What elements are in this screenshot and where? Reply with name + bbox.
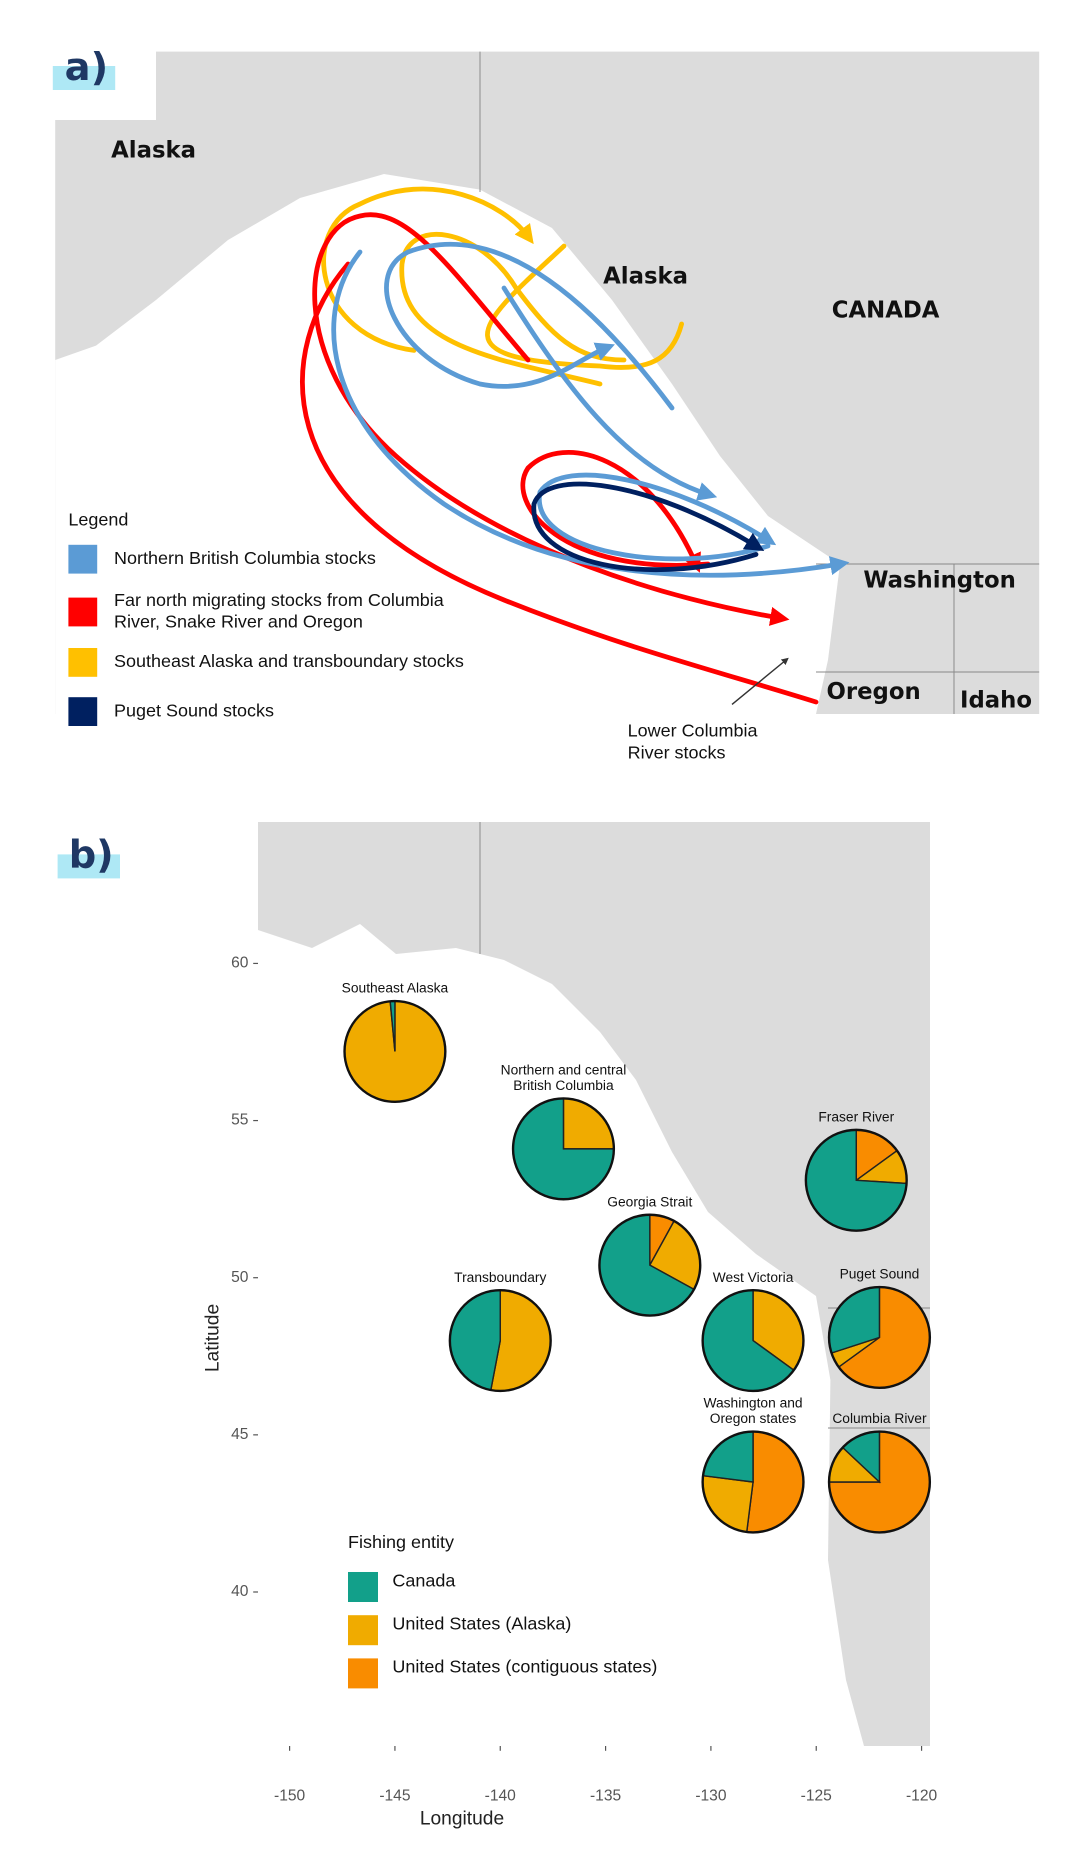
x-tick-label: -135: [590, 1788, 622, 1805]
place-label: Alaska: [111, 138, 196, 164]
pie-label: Columbia River: [832, 1411, 927, 1426]
pie-outline: [804, 1128, 908, 1232]
pie-outline: [701, 1430, 805, 1534]
legend-swatch: [348, 1615, 379, 1646]
pie-label: Transboundary: [454, 1270, 546, 1285]
legend-label: Canada: [392, 1570, 455, 1590]
pie-outline: [343, 999, 447, 1104]
annotation: River stocks: [628, 742, 726, 762]
x-tick-label: -130: [695, 1788, 727, 1805]
y-tick-label: 50: [231, 1269, 249, 1286]
legend-title: Legend: [68, 510, 128, 530]
x-tick-label: -120: [906, 1788, 938, 1805]
pie-label: Puget Sound: [840, 1267, 920, 1282]
place-label: Alaska: [603, 264, 688, 290]
pie-label: British Columbia: [513, 1078, 614, 1093]
pie-outline: [701, 1288, 805, 1393]
annotation: Lower Columbia: [628, 721, 758, 741]
legend-label: Far north migrating stocks from Columbia: [114, 590, 444, 610]
panel-label: b): [69, 832, 114, 877]
x-tick-label: -145: [379, 1788, 411, 1805]
x-tick-label: -125: [801, 1788, 833, 1805]
pie-label: Northern and central: [501, 1062, 627, 1077]
y-tick-label: 40: [231, 1583, 249, 1600]
place-label: CANADA: [832, 297, 940, 323]
pie-label: Southeast Alaska: [342, 981, 449, 996]
legend-swatch: [68, 647, 98, 677]
pie-label: Georgia Strait: [607, 1194, 692, 1209]
place-label: Idaho: [960, 687, 1032, 713]
legend-title: Fishing entity: [348, 1532, 454, 1552]
x-tick-label: -150: [274, 1788, 306, 1805]
place-label: Oregon: [826, 679, 920, 705]
legend-label: Puget Sound stocks: [114, 700, 274, 720]
legend-swatch: [68, 597, 98, 627]
y-tick-label: 55: [231, 1112, 249, 1129]
pie-outline: [511, 1097, 616, 1201]
legend-swatch: [68, 697, 98, 726]
pie-outline: [827, 1285, 932, 1390]
x-axis-label: Longitude: [420, 1808, 504, 1829]
y-axis-label: Latitude: [203, 1304, 224, 1372]
pie-label: West Victoria: [713, 1270, 794, 1285]
panel-label: a): [65, 45, 108, 90]
legend-swatch: [68, 544, 98, 574]
legend-label: Southeast Alaska and transboundary stock…: [114, 651, 464, 671]
map-a: a): [0, 0, 1040, 714]
pie-outline: [827, 1430, 932, 1534]
pie-outline: [448, 1288, 552, 1393]
y-tick-label: 60: [231, 955, 249, 972]
legend-label: United States (Alaska): [392, 1614, 571, 1634]
legend-swatch: [348, 1571, 379, 1602]
place-label: Washington: [863, 567, 1016, 593]
legend-swatch: [348, 1658, 379, 1689]
pie-outline: [598, 1213, 702, 1317]
legend-label: Northern British Columbia stocks: [114, 548, 376, 568]
legend-label: River, Snake River and Oregon: [114, 612, 363, 632]
y-tick-label: 45: [231, 1426, 249, 1443]
legend-label: United States (contiguous states): [392, 1657, 657, 1677]
pie-label: Oregon states: [710, 1411, 797, 1426]
x-tick-label: -140: [485, 1788, 517, 1805]
pie-label: Fraser River: [818, 1110, 894, 1125]
pie-label: Washington and: [703, 1396, 802, 1411]
